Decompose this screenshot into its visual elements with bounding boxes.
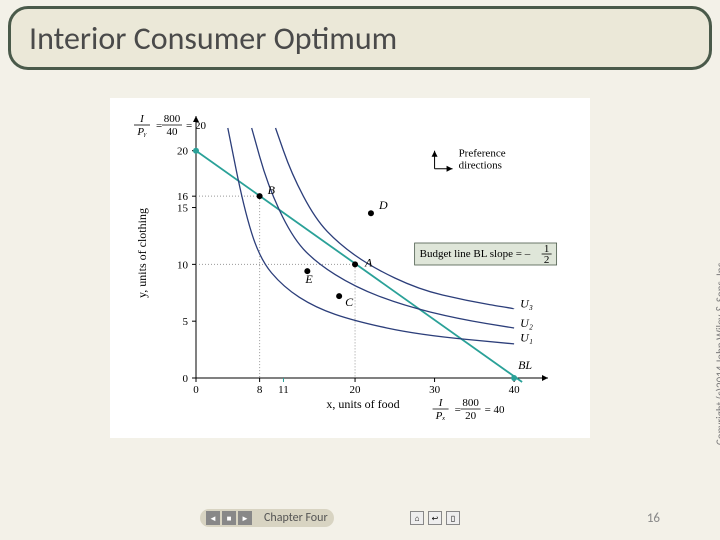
svg-text:x, units of food: x, units of food: [326, 397, 399, 411]
nav-stop-icon[interactable]: ■: [222, 511, 236, 525]
svg-text:I: I: [139, 113, 145, 125]
svg-text:A: A: [364, 255, 373, 269]
svg-text:= 40: = 40: [485, 404, 505, 416]
nav-prev-icon[interactable]: ◄: [206, 511, 220, 525]
svg-text:=: =: [455, 404, 461, 416]
svg-text:directions: directions: [459, 160, 502, 172]
svg-text:16: 16: [177, 191, 189, 203]
doc-icon[interactable]: ▯: [446, 511, 460, 525]
svg-text:U₃: U₃: [520, 297, 533, 311]
slide-title: Interior Consumer Optimum: [29, 19, 397, 58]
svg-text:=: =: [156, 120, 162, 132]
footer-icons: ⌂ ↩ ▯: [410, 511, 460, 525]
svg-text:40: 40: [167, 126, 179, 138]
svg-text:15: 15: [177, 203, 189, 215]
svg-text:11: 11: [278, 384, 289, 396]
chapter-label: Chapter Four: [264, 511, 328, 525]
title-bar: Interior Consumer Optimum: [8, 6, 712, 70]
svg-text:8: 8: [257, 384, 263, 396]
svg-text:800: 800: [164, 113, 181, 125]
svg-text:20: 20: [177, 146, 189, 158]
svg-text:= 20: = 20: [186, 120, 206, 132]
svg-text:U₁: U₁: [520, 331, 533, 345]
svg-text:I: I: [438, 397, 444, 409]
svg-text:C: C: [345, 295, 354, 309]
svg-text:BL: BL: [518, 358, 532, 372]
copyright-text: Copyright (c)2014 John Wiley & Sons, Inc…: [714, 260, 720, 445]
svg-text:y, units of clothing: y, units of clothing: [135, 208, 149, 298]
svg-text:10: 10: [177, 259, 189, 271]
return-icon[interactable]: ↩: [428, 511, 442, 525]
svg-text:5: 5: [183, 316, 189, 328]
svg-text:Pₓ: Pₓ: [435, 410, 446, 422]
nav-bar: ◄ ■ ► Chapter Four: [200, 509, 334, 527]
page-number: 16: [647, 511, 660, 526]
svg-text:20: 20: [350, 384, 362, 396]
svg-text:D: D: [378, 198, 388, 212]
svg-text:0: 0: [183, 373, 189, 385]
svg-text:Budget line BL slope = –: Budget line BL slope = –: [420, 248, 531, 260]
svg-text:800: 800: [462, 397, 479, 409]
footer: ◄ ■ ► Chapter Four ⌂ ↩ ▯ 16: [0, 506, 720, 530]
svg-text:U₂: U₂: [520, 316, 533, 330]
consumer-optimum-chart: x, units of food y, units of clothing 0 8 11…: [110, 98, 590, 438]
svg-text:Preference: Preference: [459, 148, 506, 160]
home-icon[interactable]: ⌂: [410, 511, 424, 525]
nav-next-icon[interactable]: ►: [238, 511, 252, 525]
svg-text:Pᵧ: Pᵧ: [136, 126, 147, 138]
svg-text:20: 20: [465, 410, 477, 422]
svg-text:0: 0: [193, 384, 199, 396]
svg-text:E: E: [304, 272, 313, 286]
svg-text:30: 30: [429, 384, 441, 396]
svg-text:40: 40: [509, 384, 520, 396]
svg-text:2: 2: [544, 254, 550, 266]
chart-area: x, units of food y, units of clothing 0 8 11…: [110, 98, 590, 438]
svg-text:B: B: [268, 183, 276, 197]
